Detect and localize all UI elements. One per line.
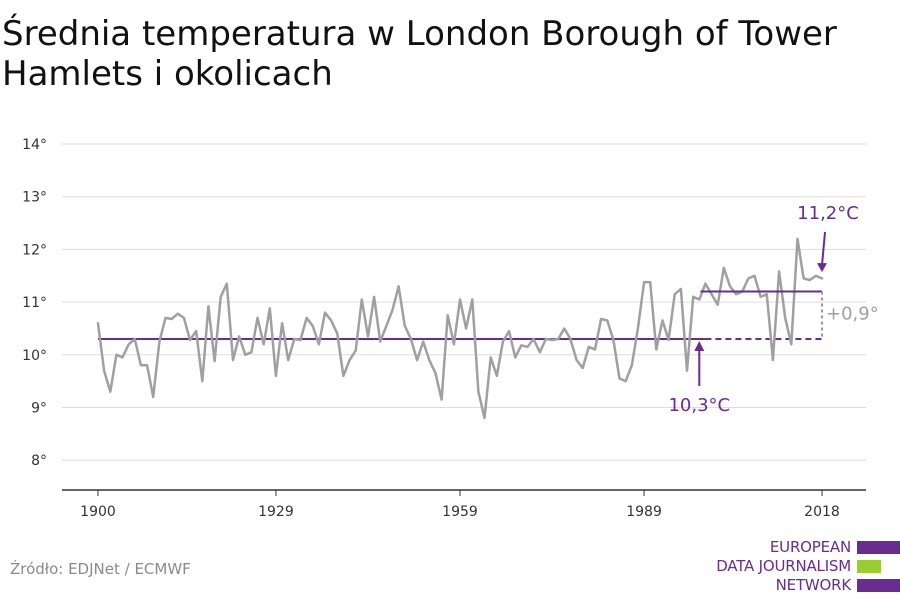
- chart-title: Średnia temperatura w London Borough of …: [2, 14, 837, 94]
- logo-bar-middle: [857, 560, 881, 573]
- x-tick-label-1959: 1959: [442, 504, 478, 520]
- logo-text: EUROPEAN DATA JOURNALISM NETWORK: [690, 538, 851, 595]
- recent-arrow-head: [817, 263, 827, 273]
- y-tick-label-8: 8°: [31, 453, 47, 469]
- recent-arrow-line: [821, 231, 826, 266]
- temperature-series-line: [96, 237, 824, 420]
- y-tick-label-12: 12°: [22, 242, 47, 258]
- annotation-layer: +0,9° 10,3°C 11,2°C: [668, 203, 878, 416]
- x-tick-label-1989: 1989: [626, 504, 662, 520]
- difference-label: +0,9°: [826, 303, 879, 324]
- axis-layer: 8° 9° 10° 11° 12° 13° 14° 1900 1929 1959 1989 2018: [22, 137, 866, 520]
- series-layer: [96, 237, 824, 420]
- y-tick-label-14: 14°: [22, 137, 47, 153]
- edjnet-logo: EUROPEAN DATA JOURNALISM NETWORK: [690, 538, 900, 598]
- logo-line-2: DATA JOURNALISM: [716, 557, 851, 575]
- baseline-label: 10,3°C: [668, 395, 730, 416]
- logo-bar-top: [857, 541, 900, 554]
- x-tick-label-2018: 2018: [804, 504, 840, 520]
- logo-line-1: EUROPEAN: [769, 538, 851, 556]
- y-tick-label-13: 13°: [22, 190, 47, 206]
- recent-label: 11,2°C: [797, 203, 859, 224]
- y-tick-label-11: 11°: [22, 295, 47, 311]
- baseline-arrow-head: [694, 340, 705, 351]
- source-note: Źródło: EDJNet / ECMWF: [10, 560, 191, 578]
- y-tick-label-10: 10°: [22, 348, 47, 364]
- y-tick-label-9: 9°: [31, 401, 47, 417]
- logo-line-3: NETWORK: [775, 576, 852, 594]
- logo-bar-bottom: [857, 579, 900, 592]
- grid-layer: [62, 143, 866, 461]
- x-tick-label-1900: 1900: [80, 504, 116, 520]
- x-tick-label-1929: 1929: [258, 504, 294, 520]
